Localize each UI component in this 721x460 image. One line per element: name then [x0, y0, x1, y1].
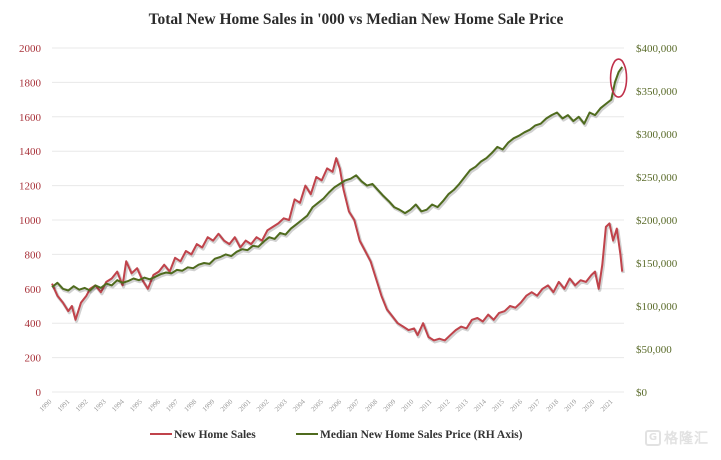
legend-label-median-price: Median New Home Sales Price (RH Axis) [320, 429, 523, 441]
series-line-median-price [51, 66, 624, 292]
annotations [609, 58, 628, 98]
right-tick-label: $150,000 [636, 258, 678, 270]
series-line-new-home-sales [51, 157, 624, 342]
left-tick-label: 1600 [19, 112, 42, 124]
x-axis: 1990 1991 1992 1993 1994 1995 1996 1997 1998 1999… [38, 397, 615, 413]
series-group [51, 66, 625, 344]
left-tick-label: 600 [25, 284, 42, 296]
x-tick-label: 2013 [454, 397, 470, 413]
x-tick-label: 2009 [382, 397, 398, 413]
x-tick-label: 1999 [201, 397, 217, 413]
x-tick-label: 2012 [436, 397, 452, 413]
right-tick-label: $400,000 [636, 43, 678, 55]
left-tick-label: 1800 [19, 77, 42, 89]
left-tick-label: 2000 [19, 43, 42, 55]
left-tick-label: 200 [25, 353, 42, 365]
right-tick-label: $0 [636, 387, 648, 399]
x-tick-label: 2020 [581, 397, 597, 413]
x-tick-label: 1995 [128, 397, 144, 413]
highlight-ellipse [609, 58, 628, 98]
series-shadow [52, 67, 625, 294]
x-tick-label: 2001 [237, 397, 253, 413]
x-tick-label: 2016 [508, 397, 524, 413]
x-tick-label: 1997 [165, 397, 181, 413]
x-tick-label: 2002 [255, 397, 271, 413]
x-tick-label: 1993 [92, 397, 108, 413]
x-tick-label: 2007 [346, 397, 362, 413]
x-tick-label: 2017 [527, 397, 543, 413]
right-tick-label: $200,000 [636, 215, 678, 227]
left-tick-label: 800 [25, 249, 42, 261]
watermark: G 格隆汇 [645, 428, 709, 448]
legend-label-new-home-sales: New Home Sales [174, 429, 256, 441]
right-tick-label: $50,000 [636, 344, 672, 356]
chart-title: Total New Home Sales in '000 vs Median N… [149, 11, 564, 28]
left-tick-label: 400 [25, 318, 42, 330]
right-axis: $0 $50,000 $100,000 $150,000 $200,000 $250,00… [636, 43, 678, 399]
x-tick-label: 2003 [273, 397, 289, 413]
x-tick-label: 2006 [327, 397, 343, 413]
x-tick-label: 1991 [56, 397, 72, 413]
x-tick-label: 2000 [219, 397, 235, 413]
x-tick-label: 2010 [400, 397, 416, 413]
x-tick-label: 2004 [291, 397, 307, 413]
left-tick-label: 0 [36, 387, 42, 399]
legend: New Home Sales Median New Home Sales Pri… [150, 429, 523, 441]
right-tick-label: $100,000 [636, 301, 678, 313]
x-tick-label: 1998 [183, 397, 199, 413]
x-tick-label: 1996 [146, 397, 162, 413]
right-tick-label: $300,000 [636, 129, 678, 141]
x-tick-label: 2018 [545, 397, 561, 413]
x-tick-label: 2021 [599, 397, 615, 413]
right-tick-label: $250,000 [636, 172, 678, 184]
x-tick-label: 1990 [38, 397, 54, 413]
left-tick-label: 1000 [19, 215, 42, 227]
right-tick-label: $350,000 [636, 86, 678, 98]
x-tick-label: 1992 [74, 397, 90, 413]
x-tick-label: 2015 [490, 397, 506, 413]
x-tick-label: 2005 [309, 397, 325, 413]
x-tick-label: 2008 [364, 397, 380, 413]
watermark-text: 格隆汇 [664, 431, 709, 447]
left-tick-label: 1400 [19, 146, 42, 158]
x-tick-label: 2011 [418, 397, 434, 413]
gridlines [52, 47, 624, 393]
x-tick-label: 2019 [563, 397, 579, 413]
left-tick-label: 1200 [19, 181, 42, 193]
watermark-logo-icon: G [645, 430, 661, 446]
left-axis: 0 200 400 600 800 1000 1200 1400 1600 1800 2000 [19, 43, 42, 399]
x-tick-label: 1994 [110, 397, 126, 413]
x-tick-label: 2014 [472, 397, 488, 413]
